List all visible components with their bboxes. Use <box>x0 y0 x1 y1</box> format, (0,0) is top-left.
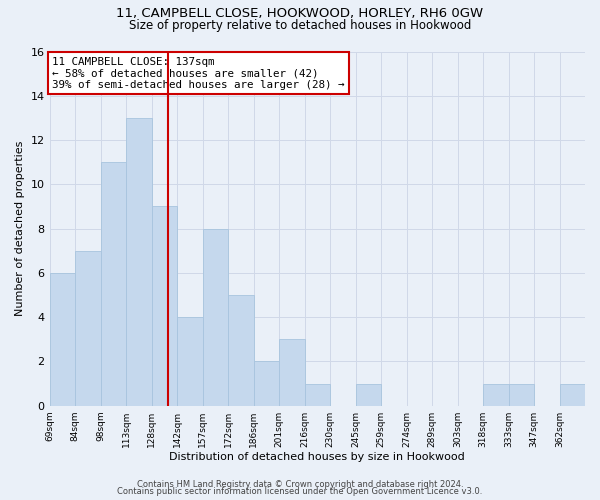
Bar <box>101 162 126 406</box>
Bar <box>305 384 330 406</box>
Bar <box>177 317 203 406</box>
Bar <box>279 340 305 406</box>
X-axis label: Distribution of detached houses by size in Hookwood: Distribution of detached houses by size … <box>169 452 465 462</box>
Bar <box>50 273 75 406</box>
Bar <box>152 206 177 406</box>
Bar <box>560 384 585 406</box>
Text: Contains public sector information licensed under the Open Government Licence v3: Contains public sector information licen… <box>118 487 482 496</box>
Bar <box>75 250 101 406</box>
Bar <box>203 228 228 406</box>
Bar <box>254 362 279 406</box>
Text: 11, CAMPBELL CLOSE, HOOKWOOD, HORLEY, RH6 0GW: 11, CAMPBELL CLOSE, HOOKWOOD, HORLEY, RH… <box>116 8 484 20</box>
Bar <box>483 384 509 406</box>
Bar <box>509 384 534 406</box>
Bar <box>228 295 254 406</box>
Bar <box>356 384 381 406</box>
Text: 11 CAMPBELL CLOSE: 137sqm
← 58% of detached houses are smaller (42)
39% of semi-: 11 CAMPBELL CLOSE: 137sqm ← 58% of detac… <box>52 57 345 90</box>
Text: Contains HM Land Registry data © Crown copyright and database right 2024.: Contains HM Land Registry data © Crown c… <box>137 480 463 489</box>
Text: Size of property relative to detached houses in Hookwood: Size of property relative to detached ho… <box>129 19 471 32</box>
Y-axis label: Number of detached properties: Number of detached properties <box>15 141 25 316</box>
Bar <box>126 118 152 406</box>
